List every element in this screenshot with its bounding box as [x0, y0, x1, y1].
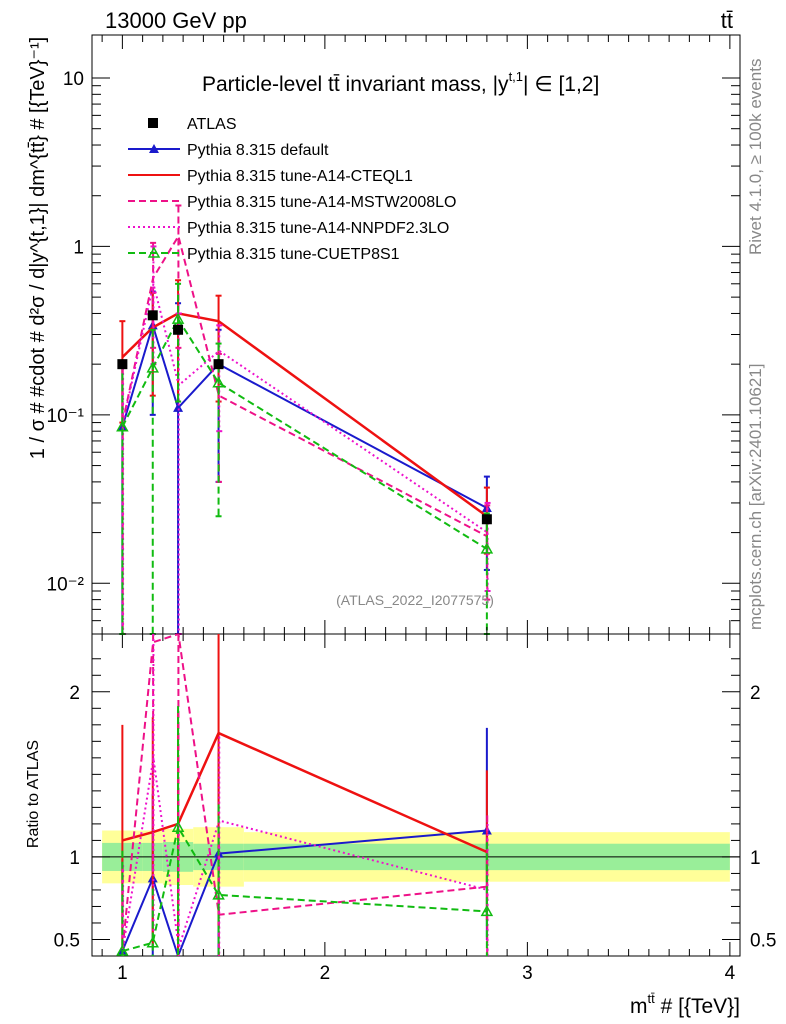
ratio-marker: [116, 944, 129, 956]
ratio-tick-label-right: 0.5: [750, 930, 776, 951]
header-left: 13000 GeV pp: [105, 8, 247, 33]
ratio-series-line: [121, 829, 487, 956]
x-axis-label-sup: tt̄: [648, 991, 656, 1006]
x-tick-label: 1: [117, 963, 128, 984]
chart-title-end: | ∈ [1,2]: [523, 73, 599, 96]
ratio-axis-label: Ratio to ATLAS: [25, 740, 42, 848]
legend-label: Pythia 8.315 tune-A14-NNPDF2.3LO: [187, 220, 449, 237]
ratio-tick-label: 2: [69, 683, 80, 704]
header-right: tt̄: [721, 8, 733, 33]
x-axis-label-end: # [{TeV}]: [655, 995, 740, 1018]
ratio-tick-label-right: 2: [750, 683, 761, 704]
series-marker: [480, 542, 494, 554]
series-marker: [171, 312, 185, 324]
legend: ATLAS Pythia 8.315 default Pythia 8.315 tu…: [128, 116, 456, 263]
x-tick-label: 2: [320, 963, 331, 984]
data-marker: [173, 324, 184, 335]
chart-title: Particle-level tt̄ invariant mass, |yt,1…: [202, 69, 599, 96]
x-axis-label-main: m: [630, 995, 648, 1018]
y-axis-label: 1 / σ # #cdot # d²σ / d|y^{t,1}| dm^{tt̄…: [27, 37, 49, 459]
side-text-top: Rivet 4.1.0, ≥ 100k events: [746, 59, 765, 255]
chart-title-main: Particle-level tt̄ invariant mass, |y: [202, 73, 509, 96]
series-3: [120, 245, 491, 635]
side-text-bottom: mcplots.cern.ch [arXiv:2401.10621]: [746, 364, 765, 630]
ratio-tick-label: 1: [69, 848, 80, 869]
main-panel: 10⁻² 10⁻¹ 1 10: [47, 34, 741, 956]
legend-label: Pythia 8.315 tune-A14-MSTW2008LO: [187, 194, 456, 211]
legend-label: Pythia 8.315 tune-A14-CTEQL1: [187, 168, 413, 185]
ratio-tick-label-right: 1: [750, 848, 761, 869]
ratio-marker: [171, 820, 185, 832]
y-tick-label: 10⁻¹: [47, 406, 85, 427]
ratio-series-line: [121, 634, 488, 948]
legend-marker: [149, 144, 159, 153]
watermark: (ATLAS_2022_I2077575): [336, 592, 494, 608]
series-marker: [146, 361, 160, 373]
ratio-frame: [91, 633, 741, 957]
legend-marker-data: [148, 118, 158, 128]
x-tick-label: 3: [522, 963, 533, 984]
legend-label: ATLAS: [187, 116, 237, 133]
y-tick-label: 1: [73, 237, 84, 258]
chart-title-sup: t,1: [509, 69, 523, 84]
series-marker: [116, 420, 129, 432]
ratio-series-4: [116, 706, 494, 956]
legend-label: Pythia 8.315 tune-CUETP8S1: [187, 246, 400, 263]
series-marker: [212, 376, 225, 388]
legend-marker: [147, 246, 161, 258]
series-0: [117, 290, 492, 635]
series-line: [121, 233, 488, 538]
series-marker: [173, 402, 184, 412]
y-tick-label: 10: [63, 69, 84, 90]
legend-label: Pythia 8.315 default: [187, 142, 329, 159]
y-tick-label: 10⁻²: [47, 574, 85, 595]
series-4: [116, 282, 494, 635]
data-marker: [213, 359, 224, 370]
data-points: [117, 310, 492, 525]
x-tick-label: 4: [725, 963, 736, 984]
ratio-marker: [480, 904, 494, 917]
ratio-marker: [212, 888, 225, 900]
x-axis-label: mtt̄ # [{TeV}]: [630, 991, 740, 1018]
series-2: [119, 204, 491, 635]
ratio-tick-label: 0.5: [54, 930, 80, 951]
data-marker: [481, 514, 492, 525]
ratio-panel: 1 2 3 4 0.5 0.5 1 1 2 2: [54, 35, 776, 984]
series-line: [121, 312, 488, 518]
series-line: [121, 317, 488, 550]
series-line: [121, 321, 488, 509]
ratio-marker: [146, 936, 160, 948]
data-marker: [147, 310, 158, 321]
data-marker: [117, 359, 128, 370]
